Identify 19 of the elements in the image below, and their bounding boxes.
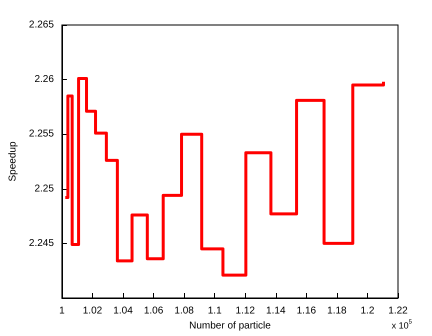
y-tick-label: 2.255 bbox=[28, 128, 54, 140]
x-tick-label: 1.22 bbox=[388, 306, 408, 316]
y-axis-title: Speedup bbox=[8, 141, 18, 182]
x-axis-title: Number of particle bbox=[189, 320, 272, 332]
y-tick-label: 2.245 bbox=[28, 238, 54, 249]
x-tick-label: 1.14 bbox=[266, 306, 286, 316]
x-tick-label: 1.04 bbox=[113, 306, 134, 316]
x-tick-label: 1.2 bbox=[360, 306, 375, 316]
x-tick-label: 1.02 bbox=[82, 306, 103, 316]
x-tick-label: 1.12 bbox=[236, 306, 256, 316]
y-tick-label: 2.26 bbox=[34, 74, 54, 86]
x-tick-label: 1.08 bbox=[174, 306, 194, 316]
x-tick-label: 1 bbox=[59, 306, 66, 316]
x-tick-label: 1.16 bbox=[296, 306, 317, 316]
x-tick-label: 1.06 bbox=[144, 306, 164, 316]
y-tick-label: 2.25 bbox=[34, 183, 54, 194]
x-tick-label: 1.1 bbox=[208, 306, 222, 316]
y-tick-label: 2.265 bbox=[28, 20, 54, 30]
x-tick-label: 1.18 bbox=[327, 306, 348, 316]
